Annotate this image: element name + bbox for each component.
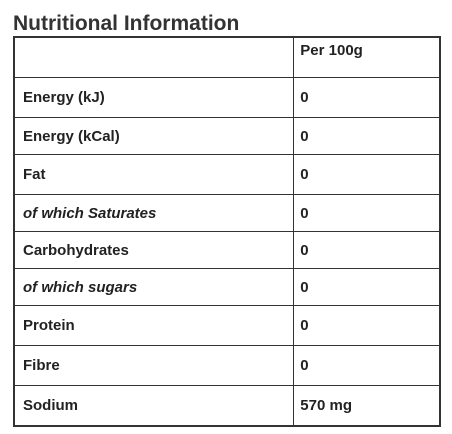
row-value-sodium: 570 mg	[293, 385, 441, 427]
row-label-sodium: Sodium	[13, 385, 295, 427]
row-label-fat: Fat	[13, 154, 295, 195]
row-value-sugars: 0	[293, 268, 441, 306]
row-value-energy-kj: 0	[293, 77, 441, 118]
header-label-cell	[13, 36, 295, 78]
row-value-carbohydrates: 0	[293, 231, 441, 269]
nutrition-table: Per 100g Energy (kJ) 0 Energy (kCal) 0 F…	[13, 36, 441, 427]
row-label-sugars: of which sugars	[13, 268, 295, 306]
table-header-row: Per 100g	[13, 36, 441, 78]
table-row: of which Saturates 0	[13, 194, 441, 232]
row-label-carbohydrates: Carbohydrates	[13, 231, 295, 269]
row-label-protein: Protein	[13, 305, 295, 346]
table-row: Protein 0	[13, 305, 441, 346]
table-row: Sodium 570 mg	[13, 385, 441, 427]
row-label-saturates: of which Saturates	[13, 194, 295, 232]
row-label-energy-kcal: Energy (kCal)	[13, 117, 295, 155]
row-value-fibre: 0	[293, 345, 441, 386]
table-row: Fibre 0	[13, 345, 441, 386]
header-per-100g-cell: Per 100g	[293, 36, 441, 78]
row-value-protein: 0	[293, 305, 441, 346]
table-row: Carbohydrates 0	[13, 231, 441, 269]
table-row: of which sugars 0	[13, 268, 441, 306]
row-value-energy-kcal: 0	[293, 117, 441, 155]
row-label-energy-kj: Energy (kJ)	[13, 77, 295, 118]
table-row: Energy (kJ) 0	[13, 77, 441, 118]
page-title: Nutritional Information	[13, 12, 240, 35]
table-row: Fat 0	[13, 154, 441, 195]
row-value-saturates: 0	[293, 194, 441, 232]
table-row: Energy (kCal) 0	[13, 117, 441, 155]
row-label-fibre: Fibre	[13, 345, 295, 386]
row-value-fat: 0	[293, 154, 441, 195]
